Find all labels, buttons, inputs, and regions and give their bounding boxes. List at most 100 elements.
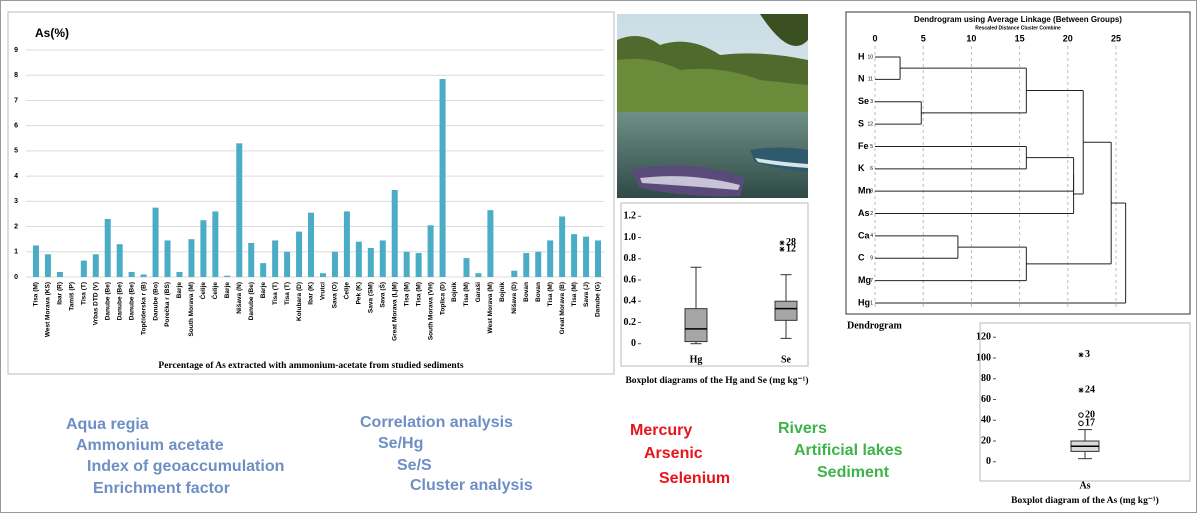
- bar: [44, 254, 51, 277]
- x-tick-label: Bojnik: [499, 282, 506, 302]
- x-tick-label: Tisa (T): [272, 282, 279, 305]
- outlier-circle: [1078, 420, 1084, 427]
- case-number: 7: [870, 278, 873, 284]
- case-number: 5: [870, 144, 873, 150]
- category-label: Hg: [690, 354, 703, 365]
- chart-title: Dendrogram using Average Linkage (Betwee…: [914, 15, 1122, 24]
- outlier-star: [779, 246, 785, 252]
- keyword: Enrichment factor: [93, 480, 230, 497]
- y-tick-label: 120: [976, 332, 991, 343]
- bar: [571, 234, 578, 277]
- x-tick-label: Ibar (R): [57, 282, 64, 305]
- y-tick-label: 4: [14, 173, 18, 180]
- x-tick-label: South Morava (M): [188, 282, 195, 337]
- outlier-star: [1078, 387, 1084, 393]
- outlier-circle: [1078, 412, 1084, 418]
- chart-caption: Dendrogram: [847, 320, 902, 331]
- case-number: 8: [870, 189, 873, 195]
- x-tick-label: Ibar (K): [308, 282, 315, 305]
- y-tick-label: 100: [976, 352, 991, 363]
- x-tick-label: Garaši: [475, 282, 482, 302]
- bar: [92, 254, 99, 277]
- x-tick-label: Barje: [176, 282, 183, 299]
- bar: [439, 79, 446, 277]
- y-tick-label: 20: [981, 435, 991, 446]
- leaf-label: Se: [858, 96, 869, 106]
- bar: [224, 275, 231, 277]
- leaf-label: Fe: [858, 141, 869, 151]
- x-tick-label: Sava (J): [583, 282, 590, 307]
- y-tick-label: 0: [14, 274, 18, 281]
- keyword: Se/S: [397, 457, 432, 474]
- keyword: Cluster analysis: [410, 477, 533, 494]
- bar: [236, 143, 243, 277]
- x-tick-label: Danube (G): [595, 282, 602, 317]
- category-label: Se: [781, 354, 792, 365]
- x-tick-label: Tisa (M): [403, 282, 410, 306]
- x-tick-label: Great Morava (LjM): [391, 282, 398, 341]
- box: [774, 300, 798, 321]
- x-tick-label: Nišava (N): [236, 282, 243, 314]
- case-number: 2: [870, 211, 873, 217]
- bar: [523, 253, 530, 277]
- x-tick-label: Great Morava (B): [559, 282, 566, 334]
- case-number: 4: [870, 233, 873, 239]
- bar: [343, 211, 350, 277]
- leaf-label: K: [858, 163, 865, 173]
- x-tick-label: South Morava (VH): [427, 282, 434, 340]
- x-tick-label: Barje: [260, 282, 267, 299]
- outlier-star: [1078, 352, 1084, 358]
- x-tick-label: Sava (O): [332, 282, 339, 308]
- x-tick-label: Danube (Be): [104, 282, 111, 320]
- outlier-label: 20: [1085, 409, 1095, 420]
- bar-panel: [7, 11, 615, 375]
- x-tick-label: 25: [1111, 33, 1121, 43]
- bar: [535, 251, 542, 277]
- bar: [367, 247, 374, 277]
- x-tick-label: 5: [921, 33, 926, 43]
- keyword: Sediment: [817, 464, 890, 481]
- keyword: Se/Hg: [378, 435, 423, 452]
- x-tick-label: Kolubara (D): [296, 282, 303, 321]
- x-tick-label: Pek (K): [356, 282, 363, 304]
- x-tick-label: Sava (Š): [377, 282, 386, 308]
- outlier-star: [779, 240, 785, 246]
- leaf-label: Hg: [858, 297, 870, 307]
- case-number: 6: [870, 166, 873, 172]
- y-tick-label: 5: [14, 148, 18, 155]
- y-tick-label: 0.6: [624, 274, 637, 285]
- y-tick-label: 3: [14, 198, 18, 205]
- bar: [308, 212, 315, 277]
- case-number: 12: [867, 121, 873, 127]
- x-tick-label: Danube (Be): [128, 282, 135, 320]
- bar: [104, 218, 111, 277]
- bar: [128, 271, 135, 277]
- bar: [559, 216, 566, 277]
- bar: [319, 273, 326, 277]
- case-number: 1: [870, 300, 873, 306]
- bar: [176, 271, 183, 277]
- bar: [164, 240, 171, 277]
- outlier-label: 24: [1085, 384, 1095, 395]
- x-tick-label: 20: [1063, 33, 1073, 43]
- bar: [248, 242, 255, 277]
- x-tick-label: Porečka r (BS): [164, 282, 171, 327]
- y-tick-label: 8: [14, 72, 18, 79]
- case-number: 9: [870, 256, 873, 262]
- leaf-label: As: [858, 208, 870, 218]
- bar: [403, 251, 410, 277]
- y-tick-label: 2: [14, 223, 18, 230]
- x-tick-label: Ćelije: [342, 282, 351, 300]
- bar: [583, 236, 590, 277]
- box-panel-hg-se: [620, 202, 809, 367]
- y-tick-label: 60: [981, 394, 991, 405]
- case-number: 10: [867, 54, 873, 60]
- x-tick-label: Tisa (T): [81, 282, 88, 305]
- chart-caption: Percentage of As extracted with ammonium…: [158, 361, 463, 371]
- bar: [140, 274, 147, 277]
- case-number: 3: [870, 99, 873, 105]
- y-tick-label: 0.8: [624, 253, 637, 264]
- bar: [355, 241, 362, 277]
- y-tick-label: 0.2: [624, 317, 637, 328]
- y-tick-label: 1: [14, 249, 18, 256]
